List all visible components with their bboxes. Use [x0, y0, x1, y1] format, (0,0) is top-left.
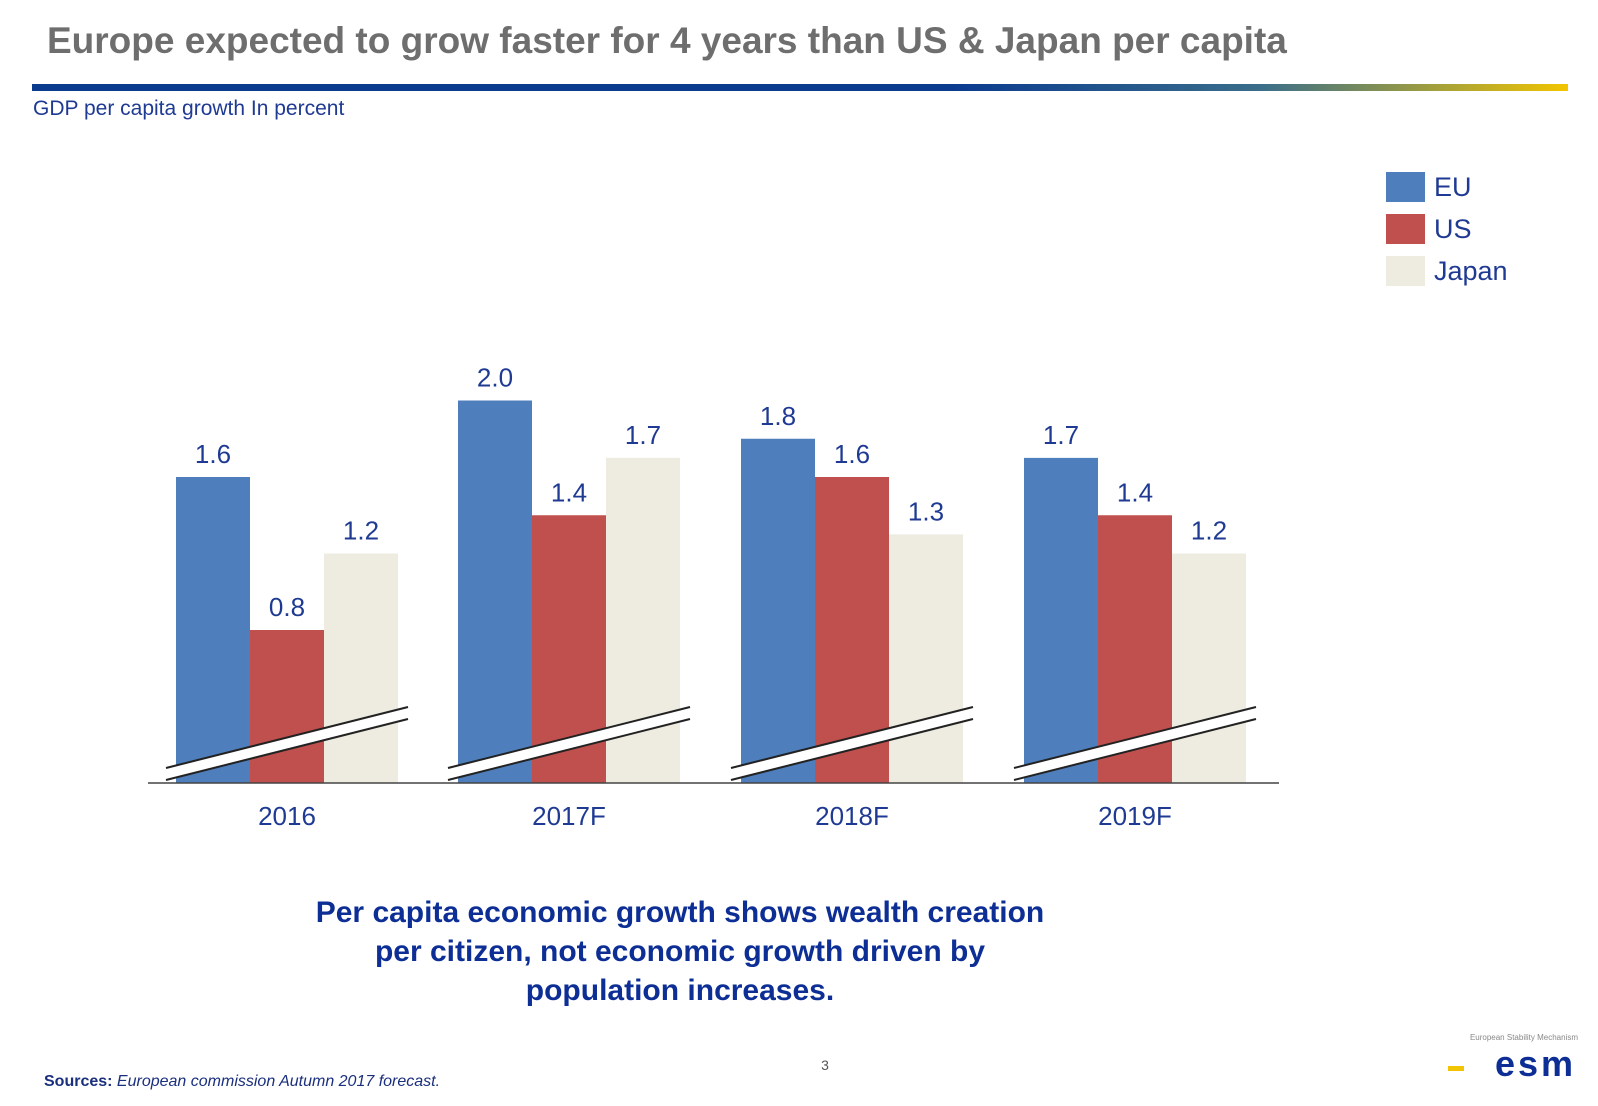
value-label-japan-2017F: 1.7 — [625, 420, 661, 450]
legend-swatch-eu — [1386, 172, 1425, 202]
legend-item-us: US — [1386, 208, 1508, 250]
value-label-us-2016: 0.8 — [269, 592, 305, 622]
legend-label-us: US — [1434, 213, 1472, 244]
axis-break-line-top-2019F — [1013, 706, 1257, 769]
value-label-us-2019F: 1.4 — [1117, 477, 1153, 507]
value-labels-layer: 1.6 0.8 1.2 2.0 1.4 1.7 1.8 1.6 1.3 1.7 1.4 1.2 — [195, 363, 1227, 623]
value-label-eu-2019F: 1.7 — [1043, 420, 1079, 450]
x-tick-label-2018F: 2018F — [815, 801, 889, 831]
axis-break-line-bottom-2019F — [1013, 718, 1257, 781]
axis-break-line-bottom-2018F — [730, 718, 974, 781]
legend-swatch-us — [1386, 214, 1425, 244]
axis-break-line-top-2018F — [730, 706, 974, 769]
page-number: 3 — [821, 1057, 829, 1073]
takeaway-line-3: population increases. — [525, 974, 835, 1007]
esm-logo-mark: esm — [1448, 1046, 1576, 1080]
axis-break-line-top-2016 — [165, 706, 409, 769]
legend-label-japan: Japan — [1434, 255, 1508, 286]
legend-label-eu: EU — [1434, 171, 1472, 202]
bar-eu-2019F — [1024, 457, 1098, 783]
legend-swatch-japan — [1386, 256, 1425, 286]
x-tick-label-2016: 2016 — [258, 801, 316, 831]
takeaway-line-2: per citizen, not economic growth driven … — [374, 935, 986, 968]
bar-japan-2019F — [1172, 553, 1246, 783]
legend-item-eu: EU — [1386, 166, 1508, 208]
value-label-japan-2019F: 1.2 — [1191, 516, 1227, 546]
bar-eu-2016 — [176, 477, 250, 783]
logo-accent-bar — [1448, 1066, 1464, 1071]
axis-breaks-layer — [165, 706, 1257, 781]
x-tick-labels-layer: 2016 2017F 2018F 2019F — [258, 801, 1172, 831]
axis-break-line-top-2017F — [447, 706, 691, 769]
chart-subtitle: GDP per capita growth In percent — [33, 97, 345, 120]
axis-break-2019F — [1014, 707, 1256, 780]
value-label-eu-2018F: 1.8 — [760, 401, 796, 431]
bar-eu-2018F — [741, 438, 815, 783]
axis-break-2018F — [731, 707, 973, 780]
axis-break-line-bottom-2016 — [165, 718, 409, 781]
x-tick-label-2019F: 2019F — [1098, 801, 1172, 831]
title-underline — [32, 84, 1568, 91]
sources-label: Sources: — [44, 1073, 113, 1090]
title-underline-bar — [32, 84, 1568, 91]
bar-us-2016 — [250, 630, 324, 783]
value-label-eu-2017F: 2.0 — [477, 363, 513, 393]
axis-break-line-bottom-2017F — [447, 718, 691, 781]
slide-title: Europe expected to grow faster for 4 yea… — [47, 20, 1287, 61]
chart-legend: EU US Japan — [1386, 166, 1508, 292]
logo-wordmark: esm — [1495, 1046, 1576, 1080]
value-label-japan-2016: 1.2 — [343, 516, 379, 546]
esm-logo: European Stability Mechanism esm — [1448, 1033, 1578, 1080]
sources-note: Sources: European commission Autumn 2017… — [44, 1073, 440, 1091]
axis-break-2017F — [448, 707, 690, 780]
bar-chart: 1.6 0.8 1.2 2.0 1.4 1.7 1.8 1.6 1.3 1.7 1.4 1.2 201… — [148, 363, 1279, 831]
value-label-eu-2016: 1.6 — [195, 439, 231, 469]
axis-break-2016 — [166, 707, 408, 780]
logo-caption: European Stability Mechanism — [1469, 1033, 1578, 1042]
x-tick-label-2017F: 2017F — [532, 801, 606, 831]
takeaway-text: Per capita economic growth shows wealth … — [280, 893, 1080, 1010]
legend-item-japan: Japan — [1386, 250, 1508, 292]
value-label-us-2018F: 1.6 — [834, 439, 870, 469]
sources-text: European commission Autumn 2017 forecast… — [116, 1073, 441, 1090]
bar-eu-2017F — [458, 400, 532, 783]
value-label-us-2017F: 1.4 — [551, 477, 587, 507]
bar-japan-2016 — [324, 553, 398, 783]
bar-japan-2018F — [889, 534, 963, 783]
takeaway-line-1: Per capita economic growth shows wealth … — [315, 896, 1045, 929]
value-label-japan-2018F: 1.3 — [908, 496, 944, 526]
